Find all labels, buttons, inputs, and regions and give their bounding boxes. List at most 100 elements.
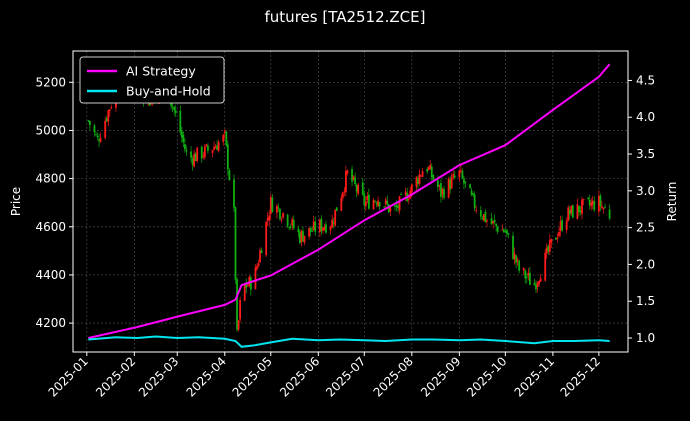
candle-body [544, 252, 547, 281]
candle-body [211, 150, 214, 153]
candle-body [507, 232, 510, 235]
candle-body [170, 103, 173, 106]
candle-body [171, 106, 174, 108]
candle-body [288, 226, 291, 228]
candle-body [581, 199, 583, 214]
candle-body [320, 218, 323, 232]
candle-body [361, 182, 364, 195]
y2-tick-label: 2.0 [636, 257, 655, 271]
candle-body [314, 221, 317, 232]
y-tick-label: 4400 [35, 268, 66, 282]
candle-body [394, 205, 396, 207]
candle-body [377, 200, 379, 207]
x-tick-label: 2025-09 [418, 354, 463, 399]
candle-body [95, 134, 97, 136]
candle-body [367, 194, 370, 209]
candle-body [196, 147, 199, 161]
candle-body [297, 228, 300, 233]
candle-body [548, 240, 551, 252]
x-tick-label: 2025-04 [184, 354, 229, 399]
candle-body [302, 231, 304, 242]
candle-body [587, 197, 590, 199]
candle-body [228, 170, 231, 180]
candle-body [257, 263, 260, 267]
candle-body [559, 221, 562, 231]
candle-body [225, 131, 228, 146]
candle-body [93, 125, 96, 133]
x-tick-label: 2025-12 [558, 354, 603, 399]
candle-body [484, 211, 487, 222]
x-tick-label: 2025-08 [371, 354, 416, 399]
candle-body [453, 175, 456, 178]
candle-body [372, 200, 375, 210]
candle-body [276, 205, 278, 213]
candle-body [535, 284, 537, 290]
candle-body [469, 184, 471, 189]
candle-body [179, 110, 182, 133]
candle-body [432, 175, 435, 180]
x-tick-label: 2025-10 [464, 354, 509, 399]
candle-body [400, 193, 402, 195]
candle-body [108, 109, 111, 112]
candle-body [495, 223, 498, 226]
candle-body [426, 169, 429, 172]
candle-body [311, 230, 314, 232]
candle-body [492, 221, 494, 224]
candle-body [309, 227, 312, 232]
candle-body [449, 179, 452, 190]
candle-body [280, 219, 283, 221]
candle-body [239, 299, 242, 320]
candle-body [282, 212, 284, 218]
candle-body [421, 171, 424, 177]
candle-body [279, 209, 281, 219]
y2-tick-label: 4.0 [636, 110, 655, 124]
x-tick-label: 2025-01 [46, 354, 91, 399]
candle-body [243, 285, 246, 301]
candle-body [354, 177, 356, 185]
x-tick-label: 2025-06 [277, 354, 322, 399]
candle-body [292, 220, 295, 229]
candle-body [378, 202, 381, 207]
candle-body [513, 253, 516, 260]
candle-body [363, 193, 366, 206]
candle-body [374, 201, 376, 203]
legend-label: AI Strategy [126, 64, 196, 79]
candle-body [173, 106, 176, 111]
candle-body [570, 205, 573, 214]
candle-body [463, 178, 465, 184]
candle-body [194, 153, 197, 161]
candle-body [110, 107, 113, 109]
candle-body [289, 226, 292, 228]
candle-body [481, 217, 484, 219]
candle-body [214, 146, 217, 149]
candle-body [420, 175, 422, 177]
candle-body [490, 218, 493, 225]
y-tick-label: 4600 [35, 220, 66, 234]
candle-body [502, 229, 505, 233]
candle-body [429, 164, 432, 170]
candle-body [96, 135, 99, 138]
candle-body [512, 235, 514, 260]
candle-body [558, 231, 560, 237]
candle-body [591, 200, 594, 205]
candle-body [602, 208, 605, 210]
candle-body [389, 207, 392, 212]
candle-body [256, 266, 258, 270]
candle-body [404, 191, 407, 196]
candle-body [417, 178, 419, 184]
candle-body [582, 198, 585, 200]
candle-body [496, 226, 499, 232]
candle-body [329, 226, 332, 231]
candle-body [351, 169, 353, 182]
y2-tick-label: 4.5 [636, 73, 655, 87]
legend-label: Buy-and-Hold [126, 84, 211, 99]
y-tick-label: 5200 [35, 75, 66, 89]
candle-body [352, 176, 355, 180]
candle-body [482, 214, 485, 221]
candle-body [407, 198, 410, 200]
candle-body [525, 276, 528, 278]
candle-body [515, 255, 517, 263]
candle-body [386, 201, 389, 205]
candle-body [185, 149, 188, 152]
candle-body [237, 320, 240, 330]
